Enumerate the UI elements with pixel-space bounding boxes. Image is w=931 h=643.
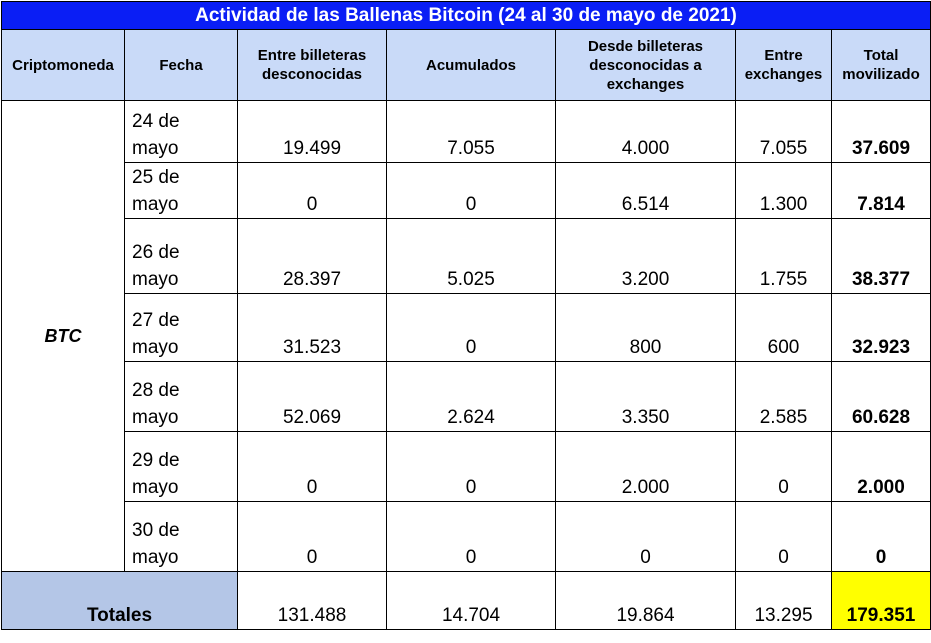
value-cell: 0	[386, 293, 556, 362]
total-cell: 32.923	[830, 293, 931, 362]
value-cell: 28.397	[237, 218, 387, 294]
date-text: 25 de mayo	[132, 167, 180, 215]
value-cell: 4.000	[555, 100, 736, 163]
value-cell: 2.585	[735, 361, 832, 432]
value-cell: 0	[237, 501, 387, 572]
data-row: 26 de mayo 28.397 5.025 3.200 1.755 38.377	[2, 218, 931, 294]
value-cell: 0	[735, 501, 832, 572]
date-cell: 28 de mayo	[124, 361, 238, 432]
value-cell: 31.523	[237, 293, 387, 362]
column-header: Fecha	[124, 29, 238, 101]
column-header: Entre exchanges	[735, 29, 832, 101]
value-cell: 6.514	[555, 162, 736, 219]
totals-row: Totales 131.488 14.704 19.864 13.295 179.351	[1, 571, 931, 630]
table-title: Actividad de las Ballenas Bitcoin (24 al…	[0, 1, 931, 30]
data-row: 29 de mayo 0 0 2.000 0 2.000	[2, 431, 931, 502]
date-cell: 27 de mayo	[124, 293, 238, 362]
column-header: Total movilizado	[830, 29, 931, 101]
date-cell: 26 de mayo	[124, 218, 238, 294]
value-cell: 52.069	[237, 361, 387, 432]
column-header: Acumulados	[386, 29, 556, 101]
value-cell: 0	[735, 431, 832, 502]
value-cell: 1.300	[735, 162, 832, 219]
date-cell: 29 de mayo	[124, 431, 238, 502]
value-cell: 3.200	[555, 218, 736, 294]
total-cell: 2.000	[830, 431, 931, 502]
value-cell: 0	[386, 162, 556, 219]
total-cell: 37.609	[830, 100, 931, 163]
currency-cell: BTC	[1, 100, 125, 572]
total-value: 19.864	[555, 571, 736, 630]
total-cell: 0	[830, 501, 931, 572]
value-cell: 1.755	[735, 218, 832, 294]
date-text: 29 de mayo	[132, 450, 180, 498]
data-row: 25 de mayo 0 0 6.514 1.300 7.814	[2, 162, 931, 219]
totals-label: Totales	[1, 571, 238, 630]
data-row: 27 de mayo 31.523 0 800 600 32.923	[2, 293, 931, 362]
total-value: 14.704	[386, 571, 556, 630]
column-header: Desde billeteras desconocidas a exchange…	[555, 29, 736, 101]
date-text: 24 de mayo	[132, 111, 180, 159]
value-cell: 0	[237, 162, 387, 219]
column-header: Criptomoneda	[1, 29, 125, 101]
date-text: 26 de mayo	[132, 242, 180, 290]
value-cell: 600	[735, 293, 832, 362]
value-cell: 7.055	[386, 100, 556, 163]
date-text: 28 de mayo	[132, 380, 180, 428]
date-text: 27 de mayo	[132, 310, 180, 358]
value-cell: 7.055	[735, 100, 832, 163]
data-row: 28 de mayo 52.069 2.624 3.350 2.585 60.628	[2, 361, 931, 432]
value-cell: 0	[386, 501, 556, 572]
date-cell: 25 de mayo	[124, 162, 238, 219]
value-cell: 0	[237, 431, 387, 502]
data-row: BTC 24 de mayo 19.499 7.055 4.000 7.055 37.609	[1, 100, 931, 572]
total-cell: 38.377	[830, 218, 931, 294]
grand-total: 179.351	[830, 571, 931, 630]
value-cell: 0	[386, 431, 556, 502]
header-row: Criptomoneda Fecha Entre billeteras descon…	[1, 29, 931, 101]
date-text: 30 de mayo	[132, 520, 180, 568]
value-cell: 0	[555, 501, 736, 572]
column-header: Entre billeteras desconocidas	[237, 29, 387, 101]
total-cell: 7.814	[830, 162, 931, 219]
date-cell: 30 de mayo	[124, 501, 238, 572]
total-value: 131.488	[237, 571, 387, 630]
value-cell: 2.000	[555, 431, 736, 502]
total-value: 13.295	[735, 571, 832, 630]
whale-table: Actividad de las Ballenas Bitcoin (24 al…	[0, 1, 931, 630]
value-cell: 3.350	[555, 361, 736, 432]
value-cell: 19.499	[237, 100, 387, 163]
total-cell: 60.628	[830, 361, 931, 432]
data-row: 30 de mayo 0 0 0 0 0	[2, 501, 931, 572]
value-cell: 5.025	[386, 218, 556, 294]
value-cell: 800	[555, 293, 736, 362]
value-cell: 2.624	[386, 361, 556, 432]
date-cell: 24 de mayo	[124, 100, 238, 163]
